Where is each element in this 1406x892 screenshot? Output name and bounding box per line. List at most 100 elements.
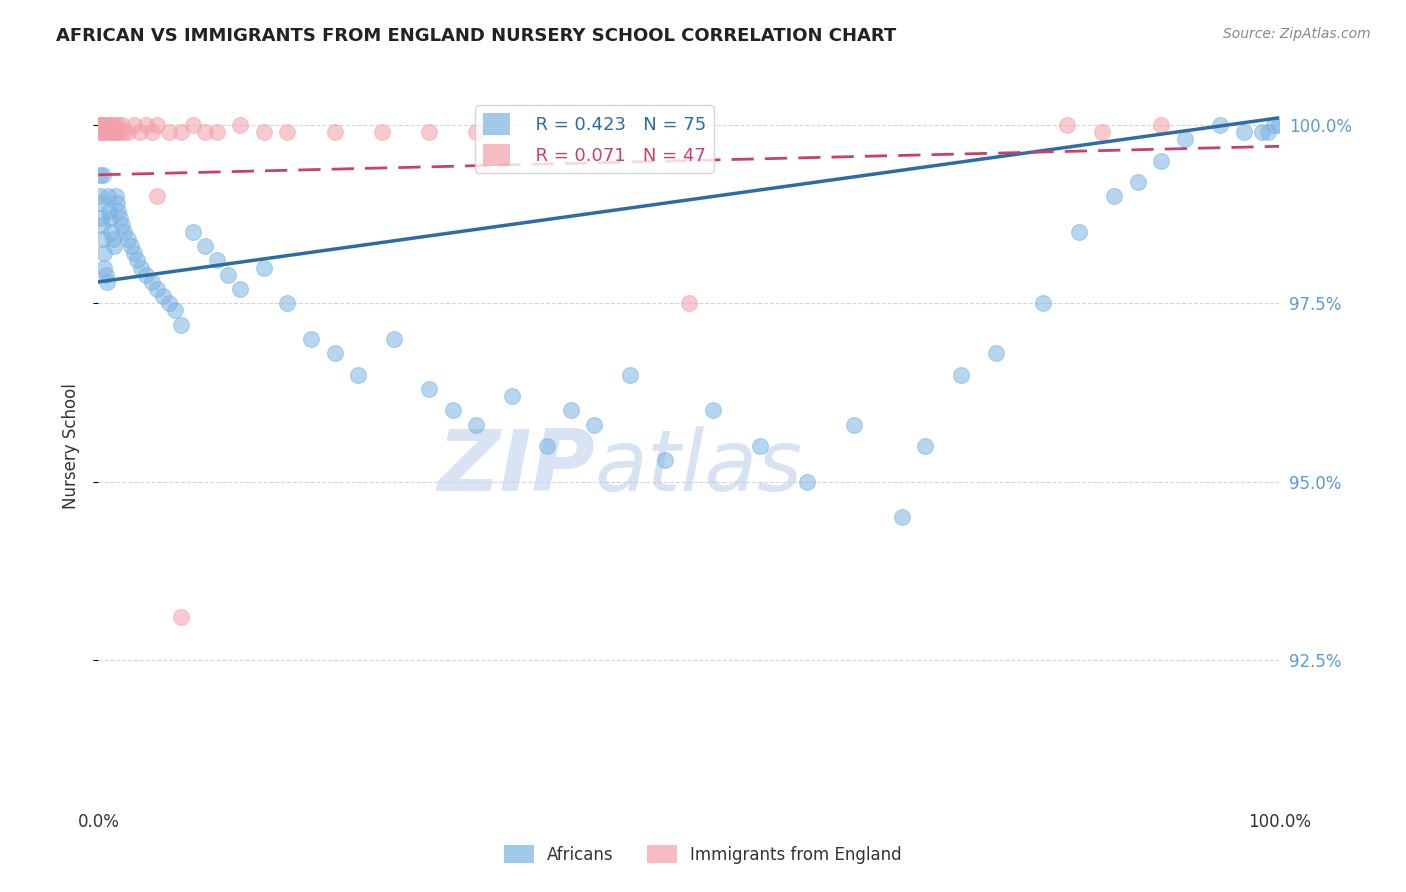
Point [89, 125, 111, 139]
Point [146, 189, 169, 203]
Point [89, 189, 111, 203]
Point [181, 118, 204, 132]
Point [112, 225, 135, 239]
Point [91, 218, 114, 232]
Point [844, 417, 866, 432]
Point [90, 211, 112, 225]
Point [441, 403, 464, 417]
Point [583, 417, 606, 432]
Point [984, 346, 1007, 360]
Y-axis label: Nursery School: Nursery School [62, 383, 80, 509]
Point [105, 118, 128, 132]
Point [157, 296, 180, 310]
Point [702, 403, 724, 417]
Legend: Africans, Immigrants from England: Africans, Immigrants from England [498, 838, 908, 871]
Text: AFRICAN VS IMMIGRANTS FROM ENGLAND NURSERY SCHOOL CORRELATION CHART: AFRICAN VS IMMIGRANTS FROM ENGLAND NURSE… [56, 27, 897, 45]
Point [90, 125, 112, 139]
Point [170, 125, 193, 139]
Point [1263, 118, 1285, 132]
Point [914, 439, 936, 453]
Point [1067, 225, 1090, 239]
Point [100, 125, 122, 139]
Point [1233, 125, 1256, 139]
Point [217, 268, 239, 282]
Point [97, 118, 120, 132]
Point [146, 118, 169, 132]
Point [347, 368, 370, 382]
Point [170, 318, 193, 332]
Point [105, 189, 128, 203]
Point [1174, 132, 1197, 146]
Point [91, 168, 114, 182]
Point [141, 275, 163, 289]
Point [129, 260, 152, 275]
Point [276, 125, 298, 139]
Point [122, 246, 145, 260]
Point [371, 125, 394, 139]
Point [1091, 125, 1114, 139]
Point [105, 196, 128, 211]
Point [100, 225, 122, 239]
Point [93, 125, 115, 139]
Point [96, 125, 118, 139]
Point [94, 118, 117, 132]
Point [107, 203, 129, 218]
Point [108, 125, 131, 139]
Point [135, 268, 157, 282]
Point [101, 118, 124, 132]
Point [165, 303, 187, 318]
Point [141, 125, 163, 139]
Point [501, 389, 523, 403]
Point [98, 203, 121, 218]
Point [104, 125, 127, 139]
Point [194, 239, 217, 253]
Point [98, 211, 121, 225]
Point [418, 125, 440, 139]
Point [157, 125, 180, 139]
Point [1150, 118, 1173, 132]
Point [98, 118, 121, 132]
Point [1209, 118, 1232, 132]
Point [91, 118, 114, 132]
Point [112, 125, 135, 139]
Legend:   R = 0.423   N = 75,   R = 0.071   N = 47: R = 0.423 N = 75, R = 0.071 N = 47 [475, 105, 714, 173]
Point [619, 368, 641, 382]
Point [103, 239, 125, 253]
Point [111, 118, 134, 132]
Point [1126, 175, 1149, 189]
Point [1268, 118, 1291, 132]
Point [90, 118, 112, 132]
Point [1150, 153, 1173, 168]
Point [949, 368, 972, 382]
Point [1257, 125, 1279, 139]
Point [678, 296, 700, 310]
Point [465, 125, 488, 139]
Point [229, 282, 252, 296]
Point [91, 232, 114, 246]
Point [276, 296, 298, 310]
Point [89, 118, 111, 132]
Point [323, 346, 346, 360]
Point [96, 275, 118, 289]
Point [205, 125, 228, 139]
Point [108, 211, 131, 225]
Point [107, 118, 129, 132]
Point [94, 268, 117, 282]
Text: Source: ZipAtlas.com: Source: ZipAtlas.com [1223, 27, 1371, 41]
Point [128, 125, 150, 139]
Point [121, 239, 143, 253]
Point [111, 218, 134, 232]
Point [93, 246, 115, 260]
Point [117, 232, 139, 246]
Point [181, 225, 204, 239]
Point [105, 125, 128, 139]
Point [103, 125, 125, 139]
Point [1102, 189, 1125, 203]
Text: atlas: atlas [595, 425, 803, 509]
Point [152, 289, 174, 303]
Point [654, 453, 676, 467]
Point [253, 260, 276, 275]
Point [117, 125, 139, 139]
Point [796, 475, 818, 489]
Point [382, 332, 405, 346]
